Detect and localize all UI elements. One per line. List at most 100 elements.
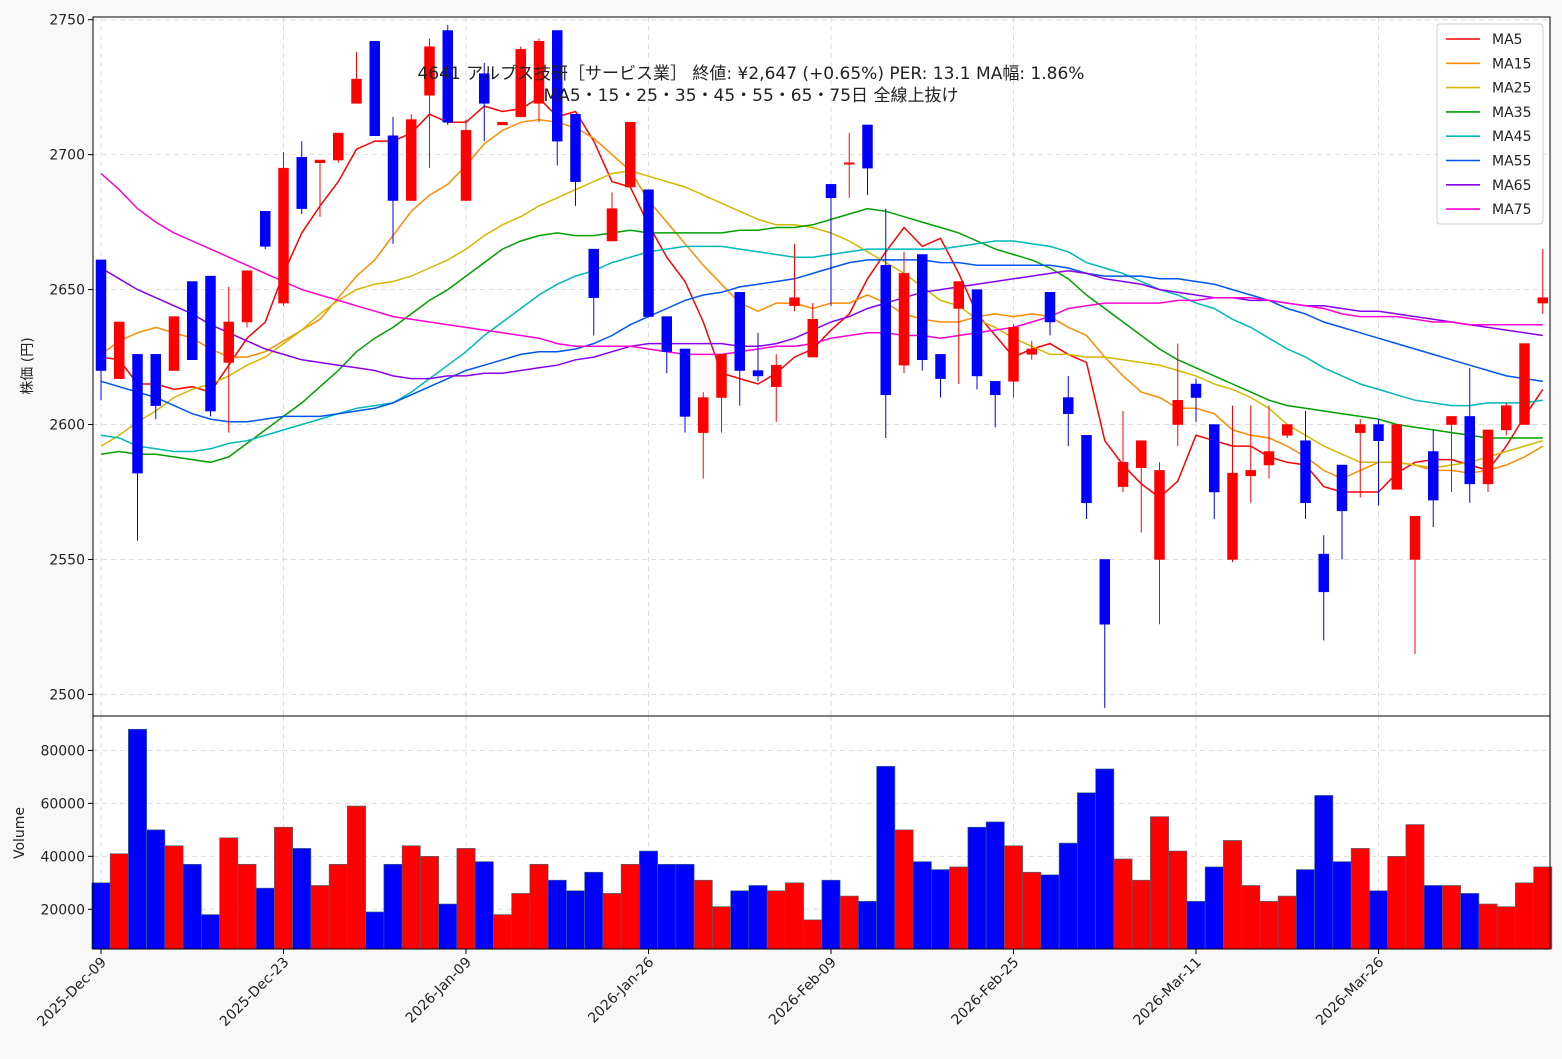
price-tick-label: 2750 — [49, 13, 85, 29]
volume-bar — [894, 829, 914, 950]
x-tick-label: 2026-Feb-09 — [766, 955, 840, 1029]
volume-bar — [675, 863, 695, 950]
candle-body — [1537, 297, 1548, 304]
volume-bar — [858, 901, 877, 950]
volume-bar — [584, 871, 604, 950]
volume-bar — [876, 766, 896, 950]
candle-body — [625, 122, 636, 188]
candle-body — [917, 254, 928, 361]
candle-body — [643, 189, 654, 317]
volume-bar — [566, 890, 585, 950]
candle-body — [1391, 424, 1402, 490]
volume-bar — [1168, 850, 1188, 950]
volume-bar — [438, 903, 458, 950]
candle-body — [1373, 424, 1384, 441]
volume-bars — [91, 728, 1553, 950]
volume-bar — [292, 848, 312, 950]
volume-bar — [657, 863, 677, 950]
volume-bar — [1058, 842, 1078, 950]
candle-body — [533, 41, 545, 104]
price-tick-label: 2700 — [49, 148, 85, 164]
legend-label-ma75: MA75 — [1492, 202, 1531, 218]
candle-body — [95, 259, 107, 371]
candle-body — [497, 122, 508, 126]
volume-bar — [1387, 856, 1407, 950]
volume-bar — [1332, 861, 1352, 950]
candle-body — [898, 273, 910, 366]
volume-bar — [128, 728, 147, 950]
candle-body — [369, 41, 380, 136]
candle-body — [1209, 424, 1220, 493]
volume-tick-label: 60000 — [40, 796, 85, 812]
volume-bar — [383, 863, 403, 950]
volume-bar — [201, 914, 220, 950]
candle-body — [679, 348, 691, 417]
volume-tick-label: 20000 — [40, 902, 85, 918]
candle-body — [223, 321, 234, 363]
volume-panel-frame — [92, 715, 1551, 950]
candle-body — [1409, 516, 1421, 560]
candle-body — [1482, 429, 1494, 485]
volume-bar — [1277, 895, 1297, 950]
volume-bar — [785, 882, 804, 950]
volume-bar — [693, 879, 713, 950]
volume-bar — [985, 821, 1005, 950]
legend: MA5 MA15 MA25 MA35 MA45 MA55 MA65 MA75 — [1436, 23, 1544, 225]
candle-body — [1282, 424, 1293, 436]
volume-bar — [1496, 906, 1516, 950]
legend-label-ma55: MA55 — [1492, 154, 1531, 170]
candle-body — [588, 248, 599, 298]
volume-bar — [109, 853, 129, 950]
candle-body — [1464, 416, 1475, 485]
volume-bar — [1314, 795, 1334, 950]
candle-body — [825, 184, 837, 199]
candle-body — [1300, 440, 1311, 504]
volume-tick-label: 80000 — [40, 743, 85, 759]
ma-line-ma75 — [100, 172, 1543, 356]
candle-body — [552, 30, 563, 142]
ma-line-ma55 — [100, 259, 1543, 423]
price-tick-label: 2600 — [49, 418, 85, 434]
candle-body — [789, 297, 800, 307]
candle-body — [424, 46, 435, 96]
candle-body — [1190, 383, 1202, 398]
candle-body — [1501, 405, 1512, 431]
candle-body — [880, 265, 891, 396]
candle-body — [1172, 399, 1183, 425]
candle-body — [1355, 424, 1366, 433]
candle-body — [278, 167, 289, 304]
candle-body — [953, 281, 964, 309]
candle-body — [515, 49, 526, 118]
volume-tick-label: 40000 — [40, 849, 85, 865]
candle-body — [314, 159, 326, 163]
volume-bar — [602, 893, 622, 950]
volume-bar — [547, 879, 567, 950]
candle-body — [150, 354, 161, 406]
candle-body — [241, 270, 253, 323]
candle-body — [1044, 292, 1056, 323]
volume-bar — [182, 863, 202, 950]
candle-body — [606, 208, 618, 242]
volume-bar — [639, 850, 658, 950]
candle-body — [844, 162, 855, 165]
volume-y-axis-label: Volume — [12, 807, 28, 859]
legend-label-ma65: MA65 — [1492, 178, 1531, 194]
candle-body — [1117, 462, 1129, 487]
volume-bar — [1259, 901, 1279, 950]
candle-body — [387, 135, 399, 201]
volume-bar — [274, 826, 293, 950]
price-panel-background — [93, 17, 1550, 716]
volume-bar — [931, 869, 950, 950]
candle-body — [1136, 440, 1147, 468]
volume-bar — [255, 887, 275, 950]
volume-bar — [1022, 871, 1042, 950]
candle-body — [442, 30, 453, 123]
volume-bar — [1533, 866, 1553, 950]
volume-y-ticks: 20000 40000 60000 80000 — [40, 743, 93, 918]
candle-body — [698, 397, 709, 433]
candle-body — [734, 292, 745, 371]
volume-bar — [949, 866, 969, 950]
volume-bar — [310, 885, 330, 950]
volume-bar — [1077, 792, 1096, 950]
